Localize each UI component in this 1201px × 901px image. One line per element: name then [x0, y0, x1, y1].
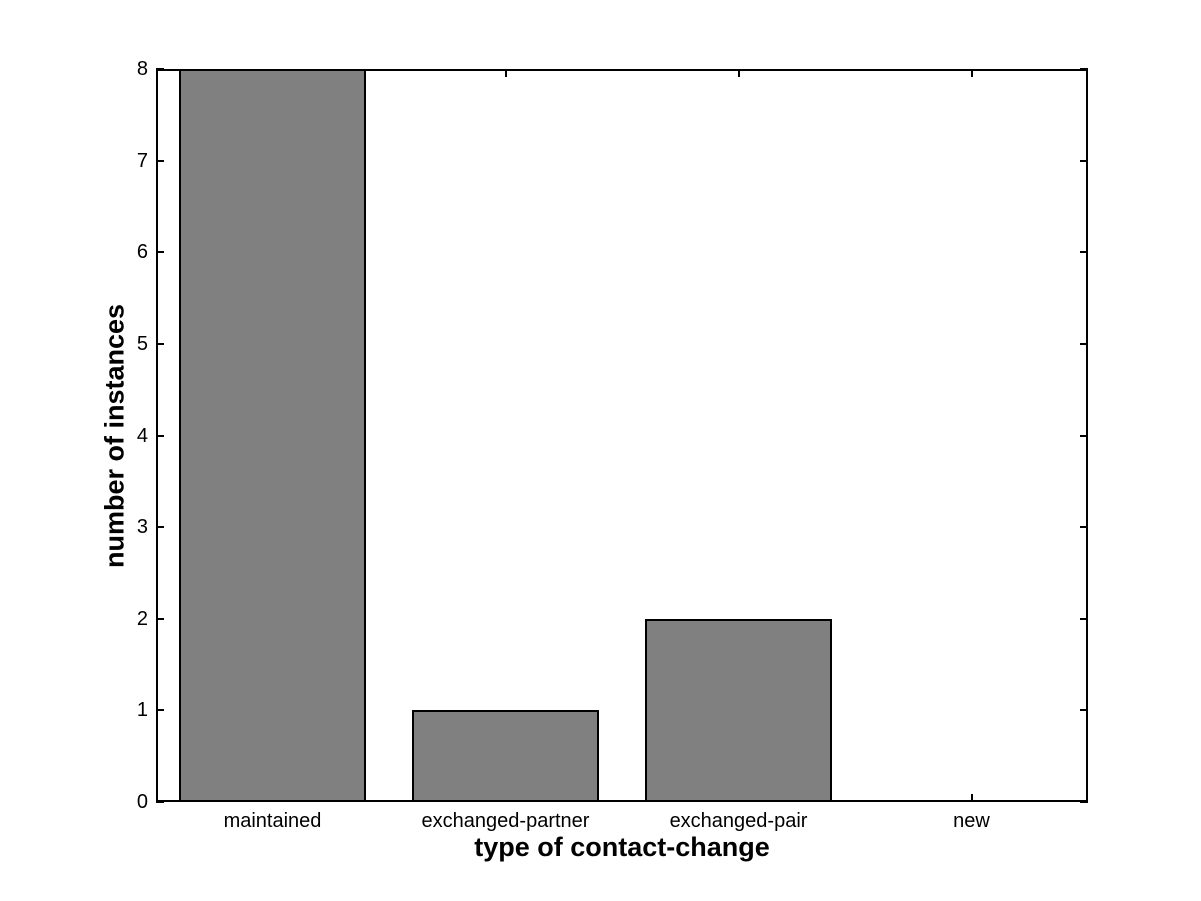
x-axis-label: type of contact-change: [474, 832, 770, 862]
y-tick-label: 3: [136, 516, 148, 538]
y-tick-label: 7: [136, 150, 148, 172]
y-tick-left: [156, 435, 164, 437]
y-tick-label: 0: [136, 791, 148, 813]
bar-exchanged-pair: [645, 618, 832, 802]
y-tick-label: 4: [136, 425, 148, 447]
y-tick-left: [156, 618, 164, 620]
y-tick-left: [156, 251, 164, 253]
y-tick-left: [156, 526, 164, 528]
x-category-label-exchanged-pair: exchanged-pair: [669, 810, 808, 832]
y-tick-right: [1080, 68, 1088, 70]
y-tick-label: 5: [136, 333, 148, 355]
y-tick-right: [1080, 251, 1088, 253]
y-tick-label: 1: [136, 699, 148, 721]
x-tick-top: [970, 69, 973, 77]
y-tick-label: 6: [136, 241, 148, 263]
y-tick-left: [156, 801, 164, 803]
x-category-label-new: new: [953, 810, 990, 832]
x-tick-top: [737, 69, 740, 77]
y-tick-left: [156, 343, 164, 345]
y-tick-label: 8: [136, 58, 148, 80]
x-category-label-exchanged-partner: exchanged-partner: [421, 810, 590, 832]
y-tick-right: [1080, 801, 1088, 803]
x-category-label-maintained: maintained: [223, 810, 322, 832]
y-tick-left: [156, 68, 164, 70]
y-tick-right: [1080, 709, 1088, 711]
y-tick-label: 2: [136, 608, 148, 630]
y-tick-right: [1080, 618, 1088, 620]
y-tick-left: [156, 709, 164, 711]
x-tick-bottom: [970, 794, 973, 802]
y-tick-right: [1080, 435, 1088, 437]
y-tick-right: [1080, 160, 1088, 162]
y-tick-left: [156, 160, 164, 162]
y-tick-right: [1080, 343, 1088, 345]
y-tick-right: [1080, 526, 1088, 528]
bar-exchanged-partner: [412, 710, 599, 802]
x-tick-top: [504, 69, 507, 77]
bar-maintained: [179, 69, 366, 802]
